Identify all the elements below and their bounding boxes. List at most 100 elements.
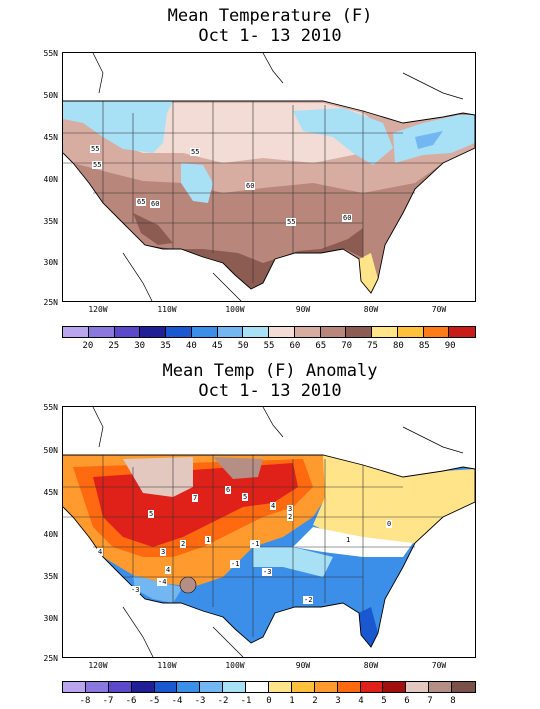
colorbar-tick-label: 30 xyxy=(134,341,146,351)
colorbar-tick-label: 75 xyxy=(367,341,378,351)
colorbar-tick-label: 1 xyxy=(289,696,295,706)
canada-mexico-coast xyxy=(92,53,464,301)
lon-label: 100W xyxy=(225,305,245,314)
colorbar-swatch xyxy=(294,327,321,337)
colorbar-tick-label: 35 xyxy=(160,341,171,351)
anomaly-contour-label: -2 xyxy=(303,596,314,604)
colorbar-tick-label: -7 xyxy=(102,696,114,706)
colorbar-tick-label: 8 xyxy=(450,696,456,706)
colorbar-swatch xyxy=(131,682,155,692)
new-england-colder-region xyxy=(415,131,443,149)
anomaly-contour-label: 3 xyxy=(287,505,294,513)
colorbar-tick-label: -2 xyxy=(217,696,229,706)
lat-label: 45N xyxy=(43,488,58,497)
lon-label: 70W xyxy=(431,305,447,314)
anomaly-colorbar xyxy=(62,681,476,693)
temperature-anomaly-map-svg xyxy=(63,407,475,657)
mean-temperature-map xyxy=(62,52,476,302)
colorbar-tick-label: 4 xyxy=(358,696,364,706)
contour-label: 65 xyxy=(136,198,147,206)
temperature-colorbar xyxy=(62,326,476,338)
anomaly-contour-label: -1 xyxy=(250,540,261,548)
contour-label: 60 xyxy=(245,182,256,190)
colorbar-tick-label: -3 xyxy=(194,696,206,706)
colorbar-swatch xyxy=(88,327,115,337)
lat-label: 40N xyxy=(43,175,58,184)
lat-label: 35N xyxy=(43,572,58,581)
florida-hot-region xyxy=(359,253,378,293)
colorbar-swatch xyxy=(223,682,247,692)
colorbar-swatch xyxy=(449,327,475,337)
colorbar-swatch xyxy=(423,327,450,337)
desert-southwest-warm-region xyxy=(133,213,173,245)
colorbar-swatch xyxy=(452,682,476,692)
anomaly-contour-label: 1 xyxy=(205,536,212,544)
panel1-subtitle: Oct 1- 13 2010 xyxy=(198,26,342,46)
lat-label: 40N xyxy=(43,530,58,539)
dakota-peak-anomaly xyxy=(213,457,263,479)
anomaly-contour-label: -3 xyxy=(262,568,273,576)
florida-cold-anomaly xyxy=(359,607,378,647)
colorbar-swatch xyxy=(177,682,201,692)
lon-label: 90W xyxy=(295,661,311,670)
colorbar-swatch xyxy=(243,327,269,337)
lon-label: 70W xyxy=(431,661,447,670)
colorbar-swatch xyxy=(320,327,347,337)
northeast-neutral-anomaly xyxy=(313,455,475,547)
colorbar-tick-label: 55 xyxy=(263,341,275,351)
anomaly-contour-label: -4 xyxy=(157,578,168,586)
contour-label: 55 xyxy=(92,161,103,169)
colorbar-tick-label: -4 xyxy=(171,696,183,706)
anomaly-contour-label: 5 xyxy=(242,493,249,501)
panel2-title: Mean Temp (F) Anomaly xyxy=(162,361,378,381)
colorbar-swatch xyxy=(269,682,292,692)
colorbar-tick-label: 85 xyxy=(418,341,430,351)
contour-label: 55 xyxy=(286,218,297,226)
lon-label: 90W xyxy=(295,305,311,314)
colorbar-swatch xyxy=(291,682,315,692)
anomaly-contour-label: -1 xyxy=(230,560,241,568)
colorbar-swatch xyxy=(429,682,453,692)
panel2-subtitle: Oct 1- 13 2010 xyxy=(198,381,342,401)
colorbar-tick-label: 60 xyxy=(289,341,301,351)
contour-label: 60 xyxy=(150,200,161,208)
colorbar-tick-label: 80 xyxy=(392,341,404,351)
colorbar-tick-label: -6 xyxy=(125,696,137,706)
temperature-anomaly-map xyxy=(62,406,476,658)
lat-label: 55N xyxy=(43,49,58,58)
arizona-warm-bullseye xyxy=(179,576,197,594)
ohio-valley-neutral-anomaly xyxy=(293,527,413,557)
lat-label: 25N xyxy=(43,654,58,663)
anomaly-contour-label: 1 xyxy=(345,536,352,544)
colorbar-swatch xyxy=(217,327,244,337)
contour-label: 60 xyxy=(342,214,353,222)
colorbar-swatch xyxy=(269,327,295,337)
colorbar-tick-label: 7 xyxy=(427,696,433,706)
lat-label: 50N xyxy=(43,91,58,100)
contour-label: 55 xyxy=(190,148,201,156)
lon-label: 100W xyxy=(225,661,245,670)
colorbar-tick-label: -1 xyxy=(240,696,252,706)
lat-label: 55N xyxy=(43,403,58,412)
colorbar-swatch xyxy=(200,682,224,692)
colorbar-swatch xyxy=(108,682,132,692)
anomaly-contour-label: 2 xyxy=(287,513,294,521)
lat-label: 25N xyxy=(43,298,58,307)
colorbar-tick-label: 3 xyxy=(335,696,341,706)
colorbar-swatch xyxy=(191,327,218,337)
coastline xyxy=(63,454,475,648)
colorbar-tick-label: 5 xyxy=(381,696,387,706)
colorbar-tick-label: 50 xyxy=(237,341,249,351)
gulf-warm-region xyxy=(123,223,363,289)
colorbar-swatch xyxy=(337,682,361,692)
colorbar-tick-label: 25 xyxy=(108,341,120,351)
anomaly-contour-label: 6 xyxy=(225,486,232,494)
colorbar-tick-label: -8 xyxy=(79,696,91,706)
colorbar-swatch xyxy=(154,682,178,692)
coastline xyxy=(63,100,475,294)
anomaly-contour-label: 0 xyxy=(386,520,393,528)
anomaly-contour-label: 4 xyxy=(97,548,104,556)
colorbar-swatch xyxy=(63,327,89,337)
colorbar-swatch xyxy=(346,327,372,337)
colorbar-tick-label: 0 xyxy=(266,696,272,706)
